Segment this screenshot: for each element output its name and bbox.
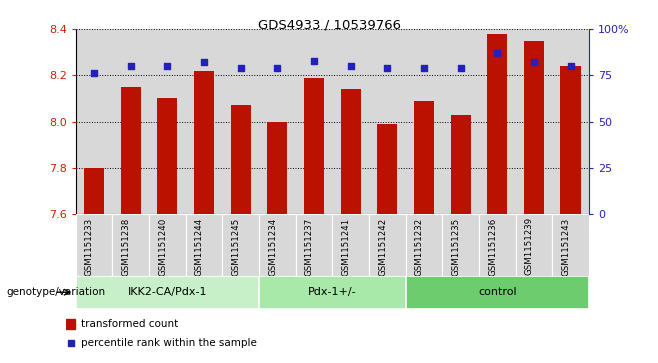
Bar	[76, 276, 259, 309]
Bar	[76, 29, 113, 214]
Bar	[222, 214, 259, 276]
Bar	[149, 214, 186, 276]
Bar	[341, 89, 361, 214]
Bar	[149, 29, 186, 214]
Point	[455, 65, 466, 71]
Point	[565, 63, 576, 69]
Bar	[259, 276, 405, 309]
Point	[65, 340, 76, 346]
Bar	[113, 29, 149, 214]
Bar	[442, 214, 479, 276]
Point	[236, 65, 246, 71]
Bar	[442, 29, 479, 214]
Point	[309, 58, 319, 64]
Text: GSM1151240: GSM1151240	[159, 217, 167, 276]
Bar	[479, 29, 516, 214]
Text: GSM1151235: GSM1151235	[451, 217, 461, 276]
Bar	[414, 101, 434, 214]
Bar	[369, 214, 405, 276]
Bar	[524, 41, 544, 214]
Text: GSM1151236: GSM1151236	[488, 217, 497, 276]
Point	[418, 65, 429, 71]
Text: Pdx-1+/-: Pdx-1+/-	[308, 287, 357, 297]
Bar	[487, 34, 507, 214]
Point	[89, 70, 99, 76]
Bar	[157, 98, 178, 214]
Point	[272, 65, 282, 71]
Text: GSM1151237: GSM1151237	[305, 217, 314, 276]
Bar	[405, 276, 589, 309]
Text: percentile rank within the sample: percentile rank within the sample	[80, 338, 257, 348]
Bar	[405, 214, 442, 276]
Text: GSM1151238: GSM1151238	[122, 217, 131, 276]
Text: GSM1151232: GSM1151232	[415, 217, 424, 276]
Text: GSM1151245: GSM1151245	[232, 217, 241, 276]
Bar	[516, 214, 552, 276]
Point	[199, 60, 209, 65]
Bar	[84, 168, 104, 214]
Bar	[267, 122, 288, 214]
Text: GDS4933 / 10539766: GDS4933 / 10539766	[257, 18, 401, 31]
Bar	[377, 124, 397, 214]
Bar	[332, 29, 369, 214]
Bar	[295, 214, 332, 276]
Point	[492, 50, 503, 56]
Bar	[186, 214, 222, 276]
Point	[382, 65, 393, 71]
Point	[162, 63, 172, 69]
Bar	[230, 105, 251, 214]
Bar	[259, 214, 295, 276]
Text: GSM1151243: GSM1151243	[561, 217, 570, 276]
Bar	[186, 29, 222, 214]
Point	[126, 63, 136, 69]
Text: GSM1151234: GSM1151234	[268, 217, 277, 276]
Bar	[561, 66, 580, 214]
Bar	[405, 29, 442, 214]
Bar	[451, 115, 470, 214]
Bar	[120, 87, 141, 214]
Bar	[222, 29, 259, 214]
Bar	[194, 71, 214, 214]
Bar	[552, 29, 589, 214]
Bar	[552, 214, 589, 276]
Bar	[516, 29, 552, 214]
Text: GSM1151242: GSM1151242	[378, 217, 388, 276]
Bar	[295, 29, 332, 214]
Text: control: control	[478, 287, 517, 297]
Bar	[66, 319, 75, 329]
Bar	[76, 214, 113, 276]
Text: genotype/variation: genotype/variation	[7, 287, 106, 297]
Text: GSM1151241: GSM1151241	[342, 217, 351, 276]
Bar	[479, 214, 516, 276]
Text: IKK2-CA/Pdx-1: IKK2-CA/Pdx-1	[128, 287, 207, 297]
Point	[528, 60, 539, 65]
Bar	[259, 29, 295, 214]
Text: GSM1151239: GSM1151239	[525, 217, 534, 276]
Text: GSM1151244: GSM1151244	[195, 217, 204, 276]
Bar	[113, 214, 149, 276]
Bar	[304, 78, 324, 214]
Text: GSM1151233: GSM1151233	[85, 217, 94, 276]
Text: transformed count: transformed count	[80, 319, 178, 329]
Bar	[332, 214, 369, 276]
Bar	[369, 29, 405, 214]
Point	[345, 63, 356, 69]
